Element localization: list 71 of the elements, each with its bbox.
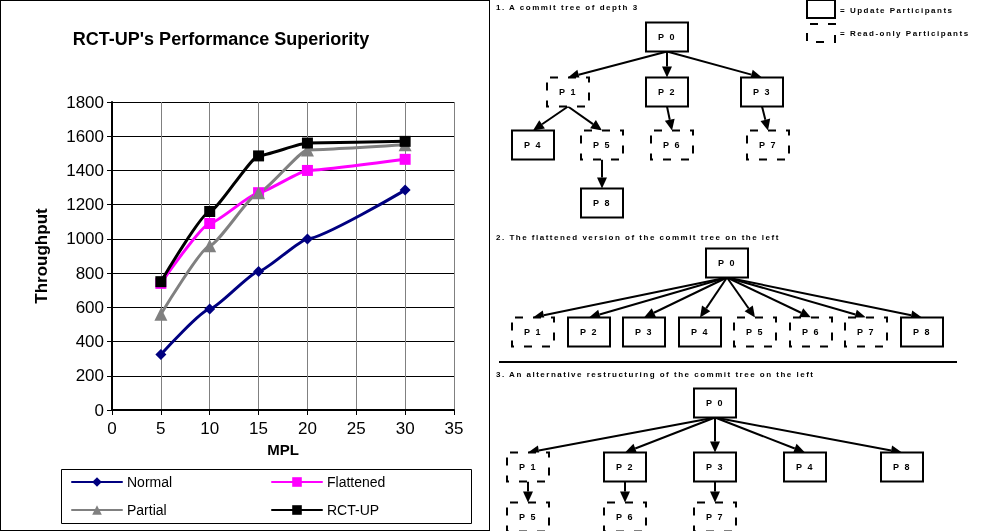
point bbox=[301, 137, 313, 149]
point bbox=[399, 184, 411, 196]
point bbox=[204, 217, 216, 229]
y-axis-title: Throughput bbox=[32, 207, 51, 304]
text: 1. A commit tree of depth 3 bbox=[496, 2, 639, 12]
text: P 8 bbox=[593, 198, 611, 208]
point bbox=[301, 233, 313, 245]
x-tick-label: 10 bbox=[200, 419, 220, 438]
point bbox=[399, 153, 411, 165]
point bbox=[399, 135, 411, 147]
x-axis-title: MPL bbox=[267, 440, 299, 458]
legend-label: Normal bbox=[127, 474, 173, 490]
x-tick-label: 5 bbox=[156, 419, 166, 438]
legend-label: Partial bbox=[127, 502, 167, 518]
text: P 0 bbox=[658, 32, 676, 42]
text: P 2 bbox=[580, 327, 598, 337]
point bbox=[154, 307, 168, 321]
y-tick-label: 200 bbox=[75, 366, 104, 386]
text: P 2 bbox=[658, 87, 676, 97]
text: P 7 bbox=[857, 327, 875, 337]
point bbox=[203, 239, 217, 253]
x-tick-label: 0 bbox=[107, 419, 117, 438]
text: P 6 bbox=[616, 512, 634, 522]
y-tick-label: 800 bbox=[75, 263, 104, 283]
text: P 0 bbox=[718, 258, 736, 268]
text: P 4 bbox=[796, 462, 814, 472]
y-tick-label: 1200 bbox=[66, 195, 104, 215]
text: P 1 bbox=[519, 462, 537, 472]
x-tick-label: 30 bbox=[395, 419, 415, 438]
text: = Update Participants bbox=[840, 5, 954, 15]
point bbox=[253, 265, 265, 277]
y-tick-label: 1000 bbox=[66, 229, 104, 249]
legend-label: RCT-UP bbox=[327, 502, 380, 518]
text: P 8 bbox=[913, 327, 931, 337]
text: P 1 bbox=[559, 87, 577, 97]
text: P 6 bbox=[663, 140, 681, 150]
y-tick-label: 600 bbox=[75, 297, 104, 317]
text: P 3 bbox=[635, 327, 653, 337]
text: P 4 bbox=[691, 327, 709, 337]
y-tick-label: 0 bbox=[94, 400, 104, 420]
point bbox=[204, 206, 216, 218]
text: P 4 bbox=[524, 140, 542, 150]
text: P 3 bbox=[706, 462, 724, 472]
text: P 0 bbox=[706, 398, 724, 408]
text: P 1 bbox=[524, 327, 542, 337]
text: P 2 bbox=[616, 462, 634, 472]
text: 3. An alternative restructuring of the commit tree on the left bbox=[496, 369, 815, 379]
text: P 5 bbox=[746, 327, 764, 337]
point bbox=[155, 348, 167, 360]
y-tick-label: 1800 bbox=[66, 92, 104, 112]
text: P 8 bbox=[893, 462, 911, 472]
point bbox=[301, 164, 313, 176]
chart-title: RCT-UP's Performance Superiority bbox=[72, 29, 370, 49]
text: P 3 bbox=[753, 87, 771, 97]
text: P 7 bbox=[706, 512, 724, 522]
y-tick-label: 400 bbox=[75, 332, 104, 352]
text: P 7 bbox=[759, 140, 777, 150]
y-tick-label: 1600 bbox=[66, 126, 104, 146]
text: 2. The flattened version of the commit tree on the left bbox=[496, 232, 780, 242]
legend-label: Flattened bbox=[327, 474, 386, 490]
x-tick-label: 25 bbox=[346, 419, 366, 438]
x-tick-label: 15 bbox=[249, 419, 269, 438]
point bbox=[253, 150, 265, 162]
y-tick-label: 1400 bbox=[66, 160, 104, 180]
text: = Read-only Participants bbox=[840, 28, 970, 38]
x-tick-label: 20 bbox=[297, 419, 317, 438]
point bbox=[204, 303, 216, 315]
text: P 6 bbox=[802, 327, 820, 337]
x-tick-label: 35 bbox=[444, 419, 464, 438]
text: P 5 bbox=[519, 512, 537, 522]
text: P 5 bbox=[593, 140, 611, 150]
